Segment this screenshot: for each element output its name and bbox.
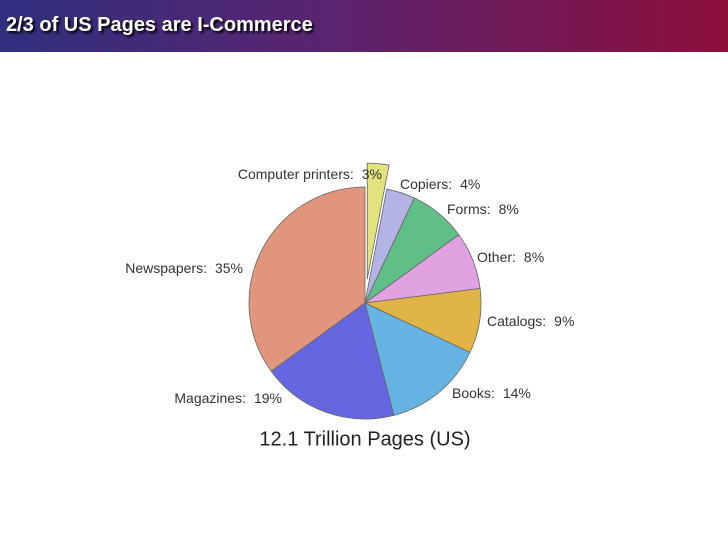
- slice-value: 4%: [460, 176, 480, 192]
- slice-label: Magazines: 19%: [174, 390, 282, 406]
- slice-value: 8%: [499, 201, 519, 217]
- slice-name: Books:: [452, 385, 495, 401]
- pie-slice: [270, 302, 395, 420]
- chart-title: 12.1 Trillion Pages (US): [259, 428, 470, 450]
- slice-value: 19%: [254, 390, 282, 406]
- pie-slice: [364, 302, 471, 416]
- slice-label: Forms: 8%: [447, 201, 519, 217]
- slice-value: 8%: [524, 249, 544, 265]
- slice-name: Other:: [477, 249, 516, 265]
- slice-name: Magazines:: [174, 390, 246, 406]
- slice-label: Catalogs: 9%: [487, 313, 574, 329]
- chart: 12.1 Trillion Pages (US) Computer printe…: [125, 162, 574, 450]
- pie-slice: [366, 162, 390, 280]
- header-bar: 2/3 of US Pages are I-Commerce: [0, 0, 728, 52]
- slice-value: 3%: [362, 166, 382, 182]
- slice-name: Catalogs:: [487, 313, 546, 329]
- slice-value: 14%: [503, 385, 531, 401]
- slice-name: Forms:: [447, 201, 491, 217]
- pie-slice: [248, 186, 366, 372]
- slice-value: 9%: [554, 313, 574, 329]
- slide-title: 2/3 of US Pages are I-Commerce: [6, 14, 313, 36]
- slice-label: Computer printers: 3%: [238, 166, 382, 182]
- slice-label: Copiers: 4%: [400, 176, 480, 192]
- slice-name: Newspapers:: [125, 260, 207, 276]
- slice-label: Newspapers: 35%: [125, 260, 243, 276]
- slice-label: Other: 8%: [477, 249, 544, 265]
- slice-label: Books: 14%: [452, 385, 531, 401]
- slice-name: Copiers:: [400, 176, 452, 192]
- slice-name: Computer printers:: [238, 166, 354, 182]
- slice-value: 35%: [215, 260, 243, 276]
